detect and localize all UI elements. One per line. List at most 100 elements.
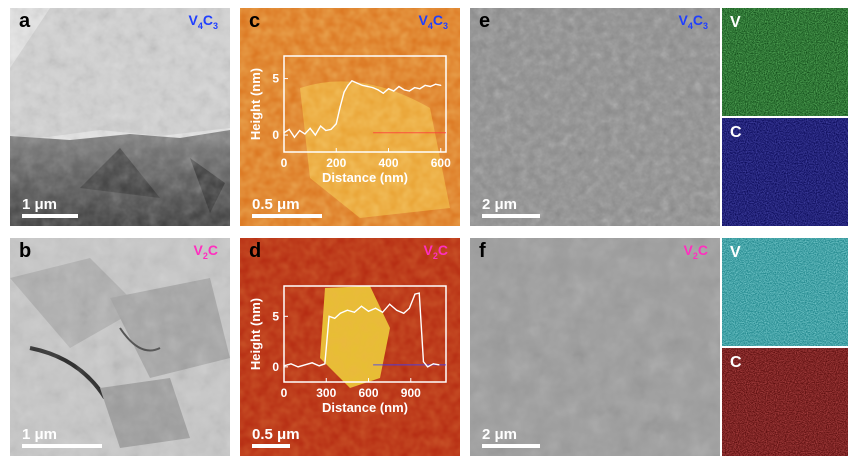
- profile-point-d: [360, 305, 363, 307]
- comp-f-tail: C: [697, 242, 708, 258]
- comp-e-sub: 4: [687, 20, 693, 31]
- scale-line-d: [252, 444, 290, 448]
- eds-map-e-c-image: [722, 118, 848, 226]
- scale-label-d: 0.5 μm: [252, 426, 300, 443]
- sem-image-e: [470, 8, 720, 226]
- profile-point-d: [346, 309, 348, 311]
- profile-point-c: [335, 123, 337, 125]
- y-tick-label-d: 5: [272, 309, 279, 323]
- comp-c-sub: 4: [427, 20, 433, 31]
- panel-d: 0 300 600 900 0 5 Distance (nm) Height (nm) d V…: [240, 238, 460, 456]
- profile-point-c: [319, 125, 322, 127]
- comp-d-tail: C: [437, 242, 448, 258]
- y-tick-label-c: 0: [272, 128, 279, 142]
- y-axis-label-c: Height (nm): [248, 68, 263, 140]
- height-profile-line-c: [283, 80, 441, 139]
- height-profile-line-d: [283, 292, 440, 368]
- profile-point-d: [324, 363, 326, 365]
- composition-label-b: V2C: [194, 242, 218, 261]
- scale-line-a: [22, 214, 78, 218]
- profile-point-c: [377, 89, 379, 91]
- comp-b-sub: 2: [202, 250, 208, 261]
- comp-f-sub: 2: [692, 250, 698, 261]
- comp-a-tail: C: [202, 12, 213, 28]
- afm-profile-chart-d: 0 300 600 900 0 5 Distance (nm) Height (nm): [248, 285, 447, 415]
- panel-f: f V2C 2 μm: [470, 238, 720, 456]
- profile-point-c: [367, 85, 369, 88]
- scale-bar-c: 0.5 μm: [252, 196, 322, 218]
- y-tick-label-c: 5: [272, 72, 279, 86]
- composition-label-d: V2C: [424, 242, 448, 261]
- profile-point-c: [434, 83, 437, 85]
- profile-point-c: [304, 133, 306, 135]
- comp-f-main: V: [683, 242, 693, 258]
- x-axis-label-c: Distance (nm): [322, 170, 408, 185]
- scale-bar-f: 2 μm: [482, 426, 540, 448]
- profile-point-d: [311, 362, 313, 364]
- profile-point-c: [347, 84, 349, 86]
- profile-point-d: [438, 364, 440, 366]
- panel-letter-e: e: [479, 10, 491, 32]
- profile-point-c: [414, 87, 416, 89]
- profile-point-d: [374, 307, 377, 309]
- comp-e-main: V: [678, 12, 688, 28]
- profile-point-c: [343, 91, 345, 93]
- eds-map-f-v: V: [722, 238, 848, 346]
- profile-point-d: [297, 366, 299, 368]
- panel-letter-f: f: [479, 240, 486, 262]
- comp-d-sub: 2: [432, 250, 438, 261]
- eds-label-f-v: V: [730, 244, 741, 261]
- profile-point-d: [389, 303, 391, 305]
- x-tick-label-c: 200: [326, 156, 346, 170]
- profile-point-c: [403, 89, 405, 91]
- eds-map-f-c: C: [722, 348, 848, 456]
- panel-letter-c: c: [249, 10, 261, 32]
- scale-line-b: [22, 444, 102, 448]
- composition-label-f: V2C: [684, 242, 708, 261]
- y-axis-label-d: Height (nm): [248, 298, 263, 370]
- comp-d-main: V: [423, 242, 433, 258]
- profile-point-d: [427, 366, 429, 368]
- x-tick-label-d: 0: [281, 386, 288, 400]
- scale-label-a: 1 μm: [22, 196, 58, 213]
- profile-point-c: [309, 127, 311, 129]
- profile-point-d: [290, 363, 292, 365]
- profile-point-d: [408, 307, 410, 309]
- profile-point-c: [382, 92, 384, 94]
- comp-b-main: V: [193, 242, 203, 258]
- eds-label-e-c: C: [730, 124, 742, 141]
- eds-label-f-c: C: [730, 354, 742, 371]
- x-tick-label-c: 600: [431, 156, 451, 170]
- profile-point-c: [387, 88, 390, 90]
- profile-point-d: [432, 363, 434, 365]
- profile-point-c: [288, 128, 290, 131]
- profile-point-d: [334, 317, 336, 319]
- scale-line-f: [482, 444, 540, 448]
- profile-point-d: [318, 365, 320, 367]
- panel-letter-b: b: [19, 240, 32, 262]
- x-tick-label-d: 600: [359, 386, 379, 400]
- eds-map-f-c-image: [722, 348, 848, 456]
- profile-point-d: [396, 309, 398, 311]
- profile-point-d: [382, 311, 384, 313]
- eds-map-e-v-image: [722, 8, 848, 116]
- profile-point-c: [325, 129, 327, 132]
- profile-point-c: [314, 134, 316, 136]
- profile-point-c: [339, 106, 341, 108]
- comp-a-sub: 4: [197, 20, 203, 31]
- comp-a-main: V: [188, 12, 198, 28]
- profile-point-c: [356, 82, 358, 84]
- comp-c-tail: C: [432, 12, 443, 28]
- profile-point-c: [361, 84, 363, 86]
- panel-letter-d: d: [249, 240, 262, 262]
- comp-e-sub2: 3: [702, 20, 708, 31]
- profile-point-c: [424, 84, 426, 86]
- plot-frame-c: [283, 55, 447, 153]
- profile-point-d: [353, 311, 356, 313]
- profile-point-d: [339, 312, 341, 314]
- sem-image-f: [470, 238, 720, 456]
- comp-e-tail: C: [692, 12, 703, 28]
- profile-point-c: [283, 132, 285, 134]
- scale-bar-d: 0.5 μm: [252, 426, 300, 448]
- eds-map-e-c: C: [722, 118, 848, 226]
